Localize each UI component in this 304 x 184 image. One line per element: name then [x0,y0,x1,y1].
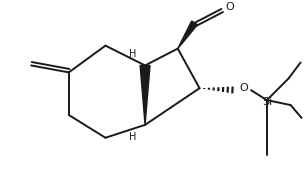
Text: H: H [130,132,137,142]
Text: Si: Si [262,97,272,107]
Text: O: O [240,83,248,93]
Text: H: H [130,49,137,59]
Text: O: O [225,2,234,12]
Polygon shape [178,21,198,49]
Polygon shape [140,66,150,125]
